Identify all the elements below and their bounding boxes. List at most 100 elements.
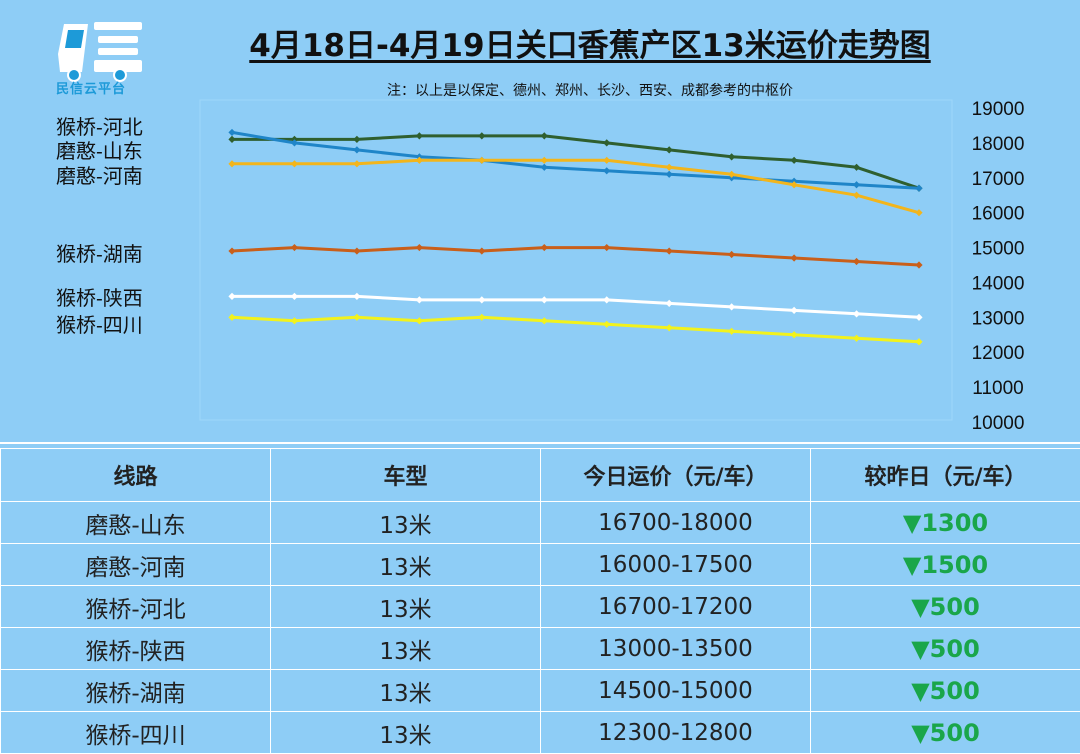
vehicle-cell: 13米	[271, 670, 541, 712]
data-point	[416, 244, 423, 251]
vehicle-cell: 13米	[271, 586, 541, 628]
data-point	[853, 164, 860, 171]
table-row: 磨憨-山东 13米 16700-18000 ▼1300	[1, 502, 1080, 544]
y-tick-label: 16000	[972, 204, 1025, 225]
series-line-1	[232, 136, 919, 188]
y-tick-label: 12000	[972, 343, 1025, 364]
data-point	[603, 157, 610, 164]
legend-label: 磨憨-山东	[56, 139, 143, 163]
data-point	[541, 244, 548, 251]
legend-label: 猴桥-四川	[56, 313, 143, 337]
legend-label: 猴桥-湖南	[56, 242, 143, 266]
data-point	[666, 146, 673, 153]
vehicle-cell: 13米	[271, 502, 541, 544]
table-row: 猴桥-陕西 13米 13000-13500 ▼500	[1, 628, 1080, 670]
data-point	[541, 317, 548, 324]
data-point	[728, 153, 735, 160]
data-point	[666, 247, 673, 254]
data-point	[603, 296, 610, 303]
data-point	[291, 244, 298, 251]
data-point	[291, 293, 298, 300]
data-point	[666, 171, 673, 178]
data-point	[228, 314, 235, 321]
data-point	[603, 139, 610, 146]
change-cell: ▼1500	[811, 544, 1080, 586]
data-point	[353, 136, 360, 143]
price-cell: 13000-13500	[541, 628, 811, 670]
data-point	[416, 296, 423, 303]
data-point	[353, 247, 360, 254]
price-cell: 16000-17500	[541, 544, 811, 586]
data-point	[915, 338, 922, 345]
data-point	[228, 247, 235, 254]
data-point	[478, 314, 485, 321]
data-point	[790, 331, 797, 338]
route-cell: 猴桥-湖南	[1, 670, 271, 712]
table-row: 猴桥-河北 13米 16700-17200 ▼500	[1, 586, 1080, 628]
data-point	[853, 192, 860, 199]
change-cell: ▼500	[811, 712, 1080, 754]
route-cell: 猴桥-河北	[1, 586, 271, 628]
header-route: 线路	[1, 449, 271, 502]
route-cell: 磨憨-河南	[1, 544, 271, 586]
data-point	[915, 209, 922, 216]
data-point	[603, 244, 610, 251]
y-tick-label: 15000	[972, 239, 1025, 260]
data-point	[416, 317, 423, 324]
table-row: 猴桥-湖南 13米 14500-15000 ▼500	[1, 670, 1080, 712]
data-point	[853, 181, 860, 188]
y-tick-label: 13000	[972, 308, 1025, 329]
data-point	[541, 132, 548, 139]
price-cell: 16700-18000	[541, 502, 811, 544]
data-point	[416, 132, 423, 139]
route-cell: 猴桥-四川	[1, 712, 271, 754]
data-point	[853, 258, 860, 265]
data-point	[666, 164, 673, 171]
data-point	[228, 160, 235, 167]
header-change: 较昨日（元/车）	[811, 449, 1080, 502]
data-point	[228, 136, 235, 143]
data-point	[853, 335, 860, 342]
y-tick-label: 11000	[972, 378, 1023, 399]
data-point	[853, 310, 860, 317]
vehicle-cell: 13米	[271, 544, 541, 586]
data-point	[915, 261, 922, 268]
data-point	[478, 132, 485, 139]
divider	[0, 442, 1080, 444]
change-cell: ▼500	[811, 628, 1080, 670]
data-point	[291, 317, 298, 324]
data-point	[478, 296, 485, 303]
data-point	[790, 307, 797, 314]
data-point	[790, 254, 797, 261]
y-tick-label: 19000	[972, 99, 1025, 120]
data-point	[541, 164, 548, 171]
data-point	[353, 293, 360, 300]
change-cell: ▼500	[811, 586, 1080, 628]
data-point	[915, 314, 922, 321]
data-point	[353, 160, 360, 167]
data-point	[728, 328, 735, 335]
y-tick-label: 14000	[972, 273, 1025, 294]
data-point	[728, 303, 735, 310]
y-tick-label: 10000	[972, 413, 1025, 434]
header-vehicle: 车型	[271, 449, 541, 502]
change-cell: ▼500	[811, 670, 1080, 712]
data-point	[478, 247, 485, 254]
data-point	[353, 146, 360, 153]
vehicle-cell: 13米	[271, 628, 541, 670]
legend-label: 猴桥-河北	[56, 115, 143, 139]
change-cell: ▼1300	[811, 502, 1080, 544]
data-point	[790, 157, 797, 164]
table-row: 猴桥-四川 13米 12300-12800 ▼500	[1, 712, 1080, 754]
data-point	[666, 300, 673, 307]
y-tick-label: 17000	[972, 169, 1025, 190]
data-point	[228, 129, 235, 136]
table-row: 磨憨-河南 13米 16000-17500 ▼1500	[1, 544, 1080, 586]
data-point	[603, 167, 610, 174]
data-point	[478, 157, 485, 164]
y-tick-label: 18000	[972, 134, 1025, 155]
data-point	[603, 321, 610, 328]
price-table: 线路 车型 今日运价（元/车） 较昨日（元/车） 磨憨-山东 13米 16700…	[0, 448, 1080, 754]
vehicle-cell: 13米	[271, 712, 541, 754]
